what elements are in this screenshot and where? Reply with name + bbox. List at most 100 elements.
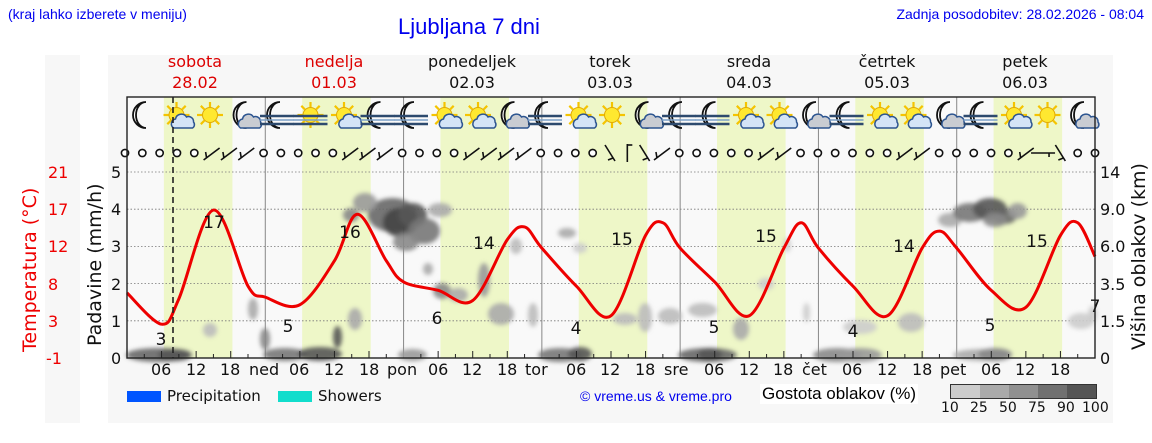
sun-cloud-icon bbox=[565, 102, 598, 129]
day-name-1: nedelja bbox=[304, 52, 364, 71]
cloud-height-tick: 3.5 bbox=[1100, 274, 1126, 294]
calm-wind-icon bbox=[588, 148, 598, 158]
temp-tick: 17 bbox=[48, 200, 69, 220]
calm-wind-icon bbox=[397, 148, 407, 158]
day-date-2: 02.03 bbox=[449, 73, 495, 92]
min-temp-label: 4 bbox=[848, 322, 859, 342]
cloud-density-scale bbox=[950, 384, 1097, 399]
x-tick-label: čet bbox=[802, 360, 827, 379]
wind-barb-icon bbox=[359, 147, 376, 161]
day-date-4: 04.03 bbox=[726, 73, 772, 92]
day-name-0: sobota bbox=[167, 52, 223, 71]
wind-barb-icon bbox=[1054, 144, 1067, 162]
min-temp-label: 3 bbox=[156, 330, 167, 350]
cloud-density-step bbox=[1009, 385, 1038, 398]
calm-wind-icon bbox=[986, 148, 996, 158]
wind-barb-icon bbox=[626, 144, 633, 162]
moon-fog-icon bbox=[695, 101, 730, 129]
precip-tick: 2 bbox=[111, 274, 122, 294]
calm-wind-icon bbox=[432, 148, 442, 158]
wind-barb-icon bbox=[203, 147, 221, 161]
showers-swatch bbox=[278, 391, 312, 402]
calm-wind-icon bbox=[848, 148, 857, 158]
calm-wind-icon bbox=[796, 148, 805, 158]
moon-fog-icon bbox=[662, 101, 696, 129]
temp-tick: 21 bbox=[48, 163, 69, 182]
calm-wind-icon bbox=[276, 148, 286, 158]
wind-barb-icon bbox=[237, 147, 255, 161]
x-tick-label: 06 bbox=[151, 360, 172, 379]
calm-wind-icon bbox=[882, 148, 892, 158]
x-tick-label: pon bbox=[387, 360, 418, 379]
x-tick-label: 06 bbox=[981, 360, 1002, 379]
cloud-density-tick: 25 bbox=[970, 400, 988, 416]
min-temp-label: 5 bbox=[985, 316, 996, 336]
page-title: Ljubljana 7 dni bbox=[398, 14, 540, 39]
moon-cloud-icon bbox=[232, 101, 263, 129]
wind-barb-icon bbox=[757, 147, 775, 161]
calm-wind-icon bbox=[692, 148, 702, 158]
day-name-4: sreda bbox=[726, 52, 772, 71]
cloud-height-tick: 9.0 bbox=[1100, 200, 1126, 220]
cloud-height-tick: 1.5 bbox=[1100, 311, 1126, 331]
x-tick-label: 12 bbox=[186, 360, 207, 379]
wind-barb-icon bbox=[1031, 152, 1056, 157]
cloud-density-tick: 90 bbox=[1057, 400, 1075, 416]
moon-fog-icon bbox=[528, 101, 562, 129]
x-tick-label: 06 bbox=[289, 360, 310, 379]
calm-wind-icon bbox=[865, 148, 875, 158]
wind-barb-icon bbox=[480, 147, 498, 161]
cloud-density-step bbox=[1067, 385, 1096, 398]
x-tick-label: sre bbox=[664, 360, 689, 379]
max-temp-label: 14 bbox=[893, 237, 915, 257]
temp-tick: 12 bbox=[48, 237, 69, 257]
moon-fog-icon bbox=[829, 101, 864, 129]
x-tick-label: 12 bbox=[600, 360, 621, 379]
moon-fog-icon bbox=[360, 101, 395, 129]
sun-cloud-icon bbox=[431, 102, 464, 129]
calm-wind-icon bbox=[259, 148, 268, 158]
moon-fog-icon bbox=[394, 101, 428, 129]
cloud-density-tick: 100 bbox=[1082, 400, 1109, 416]
cloud-density-tick: 10 bbox=[941, 400, 959, 416]
grid-lines bbox=[127, 97, 1095, 358]
min-temp-label: 5 bbox=[283, 317, 294, 337]
max-temp-label: 15 bbox=[611, 230, 633, 250]
calm-wind-icon bbox=[172, 148, 182, 158]
temperature-line bbox=[125, 208, 1097, 326]
day-name-6: petek bbox=[1002, 52, 1048, 71]
day-name-2: ponedeljek bbox=[428, 52, 516, 71]
precipitation-legend-label: Precipitation bbox=[167, 387, 261, 405]
min-temp-label: 6 bbox=[432, 309, 443, 329]
day-date-3: 03.03 bbox=[587, 73, 633, 92]
wind-barb-icon bbox=[1017, 147, 1035, 161]
calm-wind-icon bbox=[553, 148, 563, 158]
max-temp-label: 16 bbox=[339, 223, 361, 243]
last-update: Zadnja posodobitev: 28.02.2026 - 08:04 bbox=[896, 6, 1144, 22]
cloud-height-tick: 0 bbox=[1100, 349, 1111, 368]
x-tick-label: 06 bbox=[428, 360, 449, 379]
cloud-density-tick: 50 bbox=[999, 400, 1017, 416]
wind-barb-icon bbox=[653, 147, 671, 161]
calm-wind-icon bbox=[830, 148, 840, 158]
x-tick-label: tor bbox=[525, 360, 548, 379]
moon-fog-icon bbox=[963, 101, 998, 129]
precipitation-swatch bbox=[127, 391, 161, 402]
calm-wind-icon bbox=[189, 148, 199, 158]
max-temp-label: 15 bbox=[755, 227, 777, 247]
x-tick-label: 06 bbox=[704, 360, 725, 379]
temp-tick: 3 bbox=[48, 311, 59, 331]
min-temp-label: 4 bbox=[571, 319, 582, 339]
day-name-5: četrtek bbox=[858, 52, 916, 71]
sun-cloud-icon bbox=[465, 102, 497, 129]
calm-wind-icon bbox=[1003, 148, 1013, 158]
day-date-6: 06.03 bbox=[1002, 73, 1048, 92]
calm-wind-icon bbox=[813, 148, 823, 158]
day-date-0: 28.02 bbox=[172, 73, 218, 92]
cloud-height-tick: 6.0 bbox=[1100, 237, 1126, 257]
copyright-link[interactable]: © vreme.us & vreme.pro bbox=[580, 388, 732, 404]
sun-cloud-icon bbox=[1001, 102, 1033, 129]
x-tick-label: 06 bbox=[566, 360, 587, 379]
